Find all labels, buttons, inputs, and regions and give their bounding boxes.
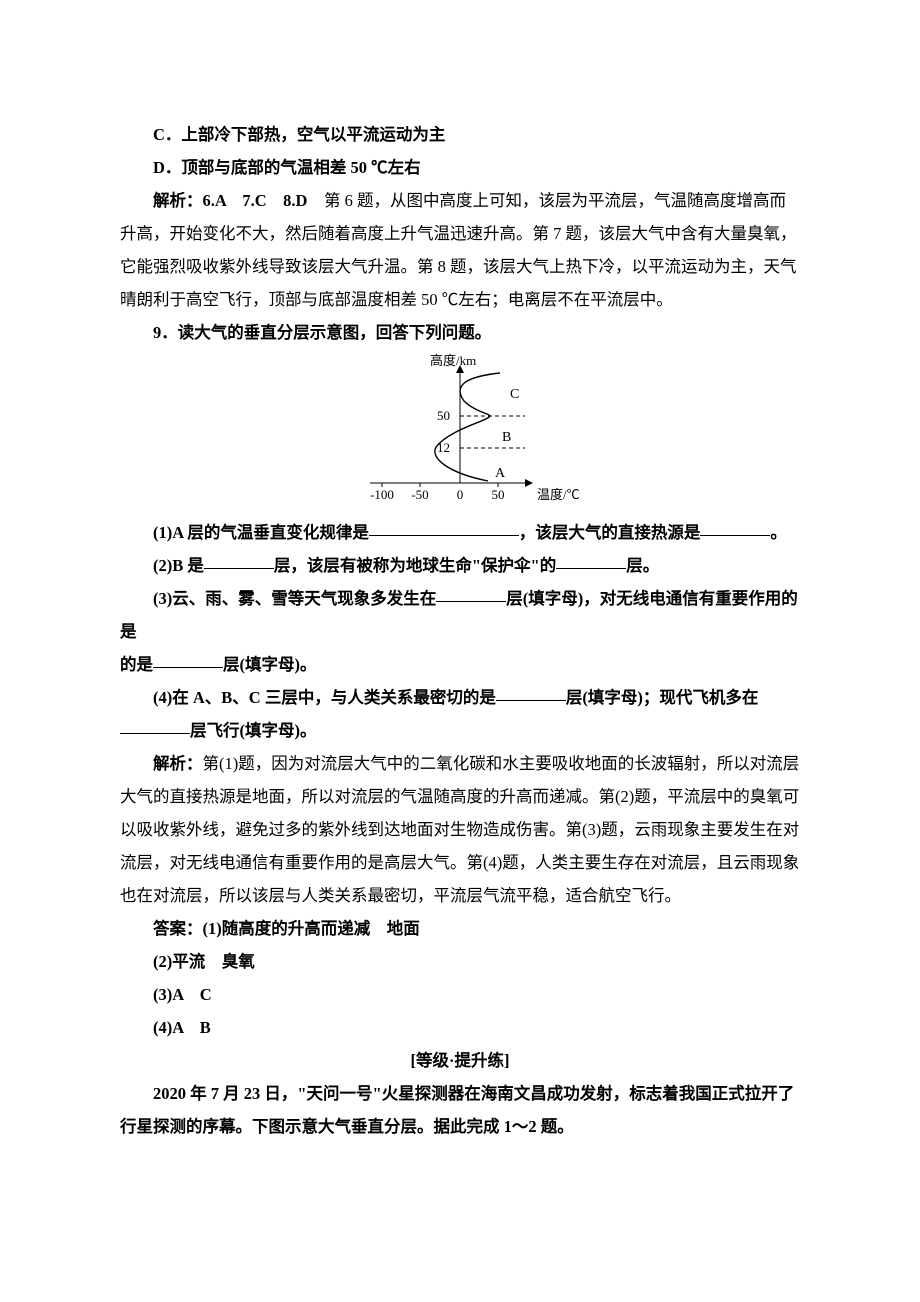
blank-field[interactable] [436, 586, 506, 603]
q9-1-text-b: ，该层大气的直接热源是 [519, 523, 701, 542]
y-axis-label: 高度/km [430, 353, 476, 368]
q9-sub1: (1)A 层的气温垂直变化规律是 ，该层大气的直接热源是 。 [120, 516, 800, 549]
y-tick-label: 12 [437, 440, 450, 455]
analysis-9: 解析：第(1)题，因为对流层大气中的二氧化碳和水主要吸收地面的长波辐射，所以对流… [120, 747, 800, 912]
analysis-9-label: 解析： [153, 754, 203, 773]
x-tick-label: 50 [492, 487, 505, 502]
q9-2-text-a: (2)B 是 [153, 556, 204, 575]
q9-sub2: (2)B 是 层，该层有被称为地球生命"保护伞"的 层。 [120, 549, 800, 582]
x-tick-label: 0 [457, 487, 464, 502]
analysis-label: 解析：6.A 7.C 8.D [153, 191, 307, 210]
document-page: C．上部冷下部热，空气以平流运动为主 D．顶部与底部的气温相差 50 ℃左右 解… [0, 0, 920, 1203]
q9-sub4: (4)在 A、B、C 三层中，与人类关系最密切的是 层(填字母)；现代飞机多在 [120, 681, 800, 714]
q9-4-text-c: 层飞行(填字母)。 [190, 721, 317, 740]
answer-3: (3)A C [120, 978, 800, 1011]
y-tick-label: 50 [437, 408, 450, 423]
intro-q1-2: 2020 年 7 月 23 日，"天问一号"火星探测器在海南文昌成功发射，标志着… [120, 1077, 800, 1143]
x-tick-label: -50 [411, 487, 428, 502]
question-9: 9．读大气的垂直分层示意图，回答下列问题。 [120, 316, 800, 349]
analysis-6-8: 解析：6.A 7.C 8.D 第 6 题，从图中高度上可知，该层为平流层，气温随… [120, 184, 800, 316]
x-axis-label: 温度/℃ [537, 487, 580, 502]
x-axis-arrow [525, 479, 533, 487]
q9-3-text-c: 层(填字母)。 [223, 655, 317, 674]
blank-field[interactable] [496, 685, 566, 702]
answer-label: 答案： [153, 919, 203, 938]
answer-1-text: (1)随高度的升高而递减 地面 [203, 919, 420, 938]
x-tick-label: -100 [370, 487, 394, 502]
answer-4: (4)A B [120, 1011, 800, 1044]
layer-label-c: C [510, 387, 519, 402]
blank-field[interactable] [120, 718, 190, 735]
layer-label-a: A [495, 466, 506, 481]
blank-field[interactable] [556, 553, 626, 570]
atmosphere-diagram: 高度/km -100 -50 0 50 温度/℃ 50 12 C [330, 353, 590, 508]
q9-2-text-b: 层，该层有被称为地球生命"保护伞"的 [274, 556, 556, 575]
answer-2: (2)平流 臭氧 [120, 945, 800, 978]
temperature-curve [435, 373, 500, 481]
q9-sub4-line2: 层飞行(填字母)。 [120, 714, 800, 747]
blank-field[interactable] [204, 553, 274, 570]
answer-1: 答案：(1)随高度的升高而递减 地面 [120, 912, 800, 945]
section-header: [等级·提升练] [120, 1044, 800, 1077]
q9-sub3: (3)云、雨、雾、雪等天气现象多发生在层(填字母)，对无线电通信有重要作用的是 [120, 582, 800, 648]
q9-4-text-b: 层(填字母)；现代飞机多在 [566, 688, 759, 707]
option-d: D．顶部与底部的气温相差 50 ℃左右 [120, 151, 800, 184]
q9-3-text-a: (3)云、雨、雾、雪等天气现象多发生在 [153, 589, 436, 608]
diagram-svg: 高度/km -100 -50 0 50 温度/℃ 50 12 C [330, 353, 590, 508]
blank-field[interactable] [153, 652, 223, 669]
q9-4-text-a: (4)在 A、B、C 三层中，与人类关系最密切的是 [153, 688, 496, 707]
blank-field[interactable] [369, 520, 519, 537]
q9-1-text-a: (1)A 层的气温垂直变化规律是 [153, 523, 369, 542]
q9-1-text-c: 。 [770, 523, 787, 542]
layer-label-b: B [502, 430, 511, 445]
q9-sub3-line2: 的是层(填字母)。 [120, 648, 800, 681]
option-c: C．上部冷下部热，空气以平流运动为主 [120, 118, 800, 151]
q9-2-text-c: 层。 [626, 556, 659, 575]
blank-field[interactable] [700, 520, 770, 537]
analysis-9-text: 第(1)题，因为对流层大气中的二氧化碳和水主要吸收地面的长波辐射，所以对流层大气… [120, 754, 799, 905]
